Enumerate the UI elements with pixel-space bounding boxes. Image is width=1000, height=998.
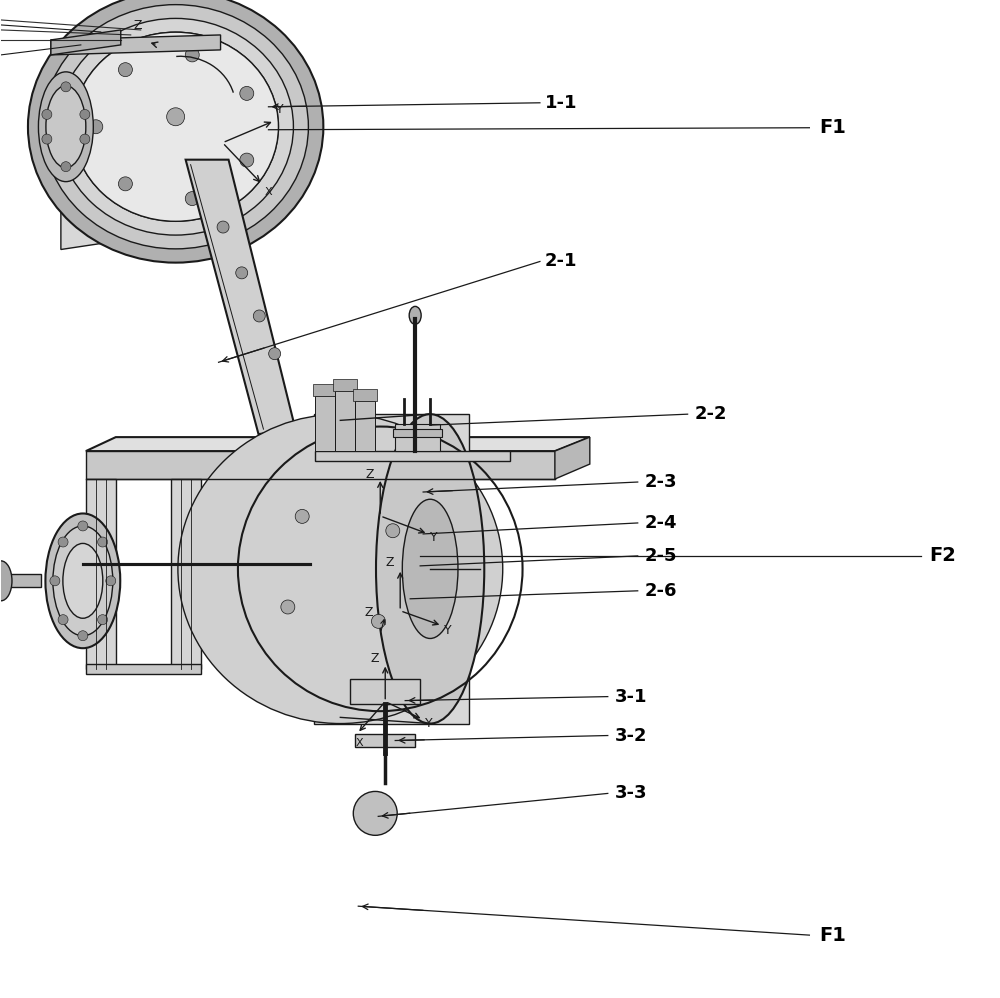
Text: F1: F1 — [819, 118, 846, 138]
Polygon shape — [86, 437, 590, 451]
Ellipse shape — [45, 514, 120, 649]
Circle shape — [236, 266, 248, 278]
Circle shape — [98, 537, 108, 547]
Polygon shape — [315, 451, 510, 461]
Circle shape — [295, 509, 309, 523]
Text: 2-3: 2-3 — [645, 473, 677, 491]
Text: 1-1: 1-1 — [545, 94, 577, 112]
Polygon shape — [171, 479, 201, 669]
Circle shape — [386, 524, 400, 538]
Polygon shape — [335, 391, 355, 451]
Ellipse shape — [376, 414, 484, 724]
Text: Z: Z — [364, 606, 373, 619]
Ellipse shape — [46, 86, 86, 168]
Text: Y: Y — [276, 103, 284, 116]
Polygon shape — [315, 396, 335, 451]
Text: Y: Y — [430, 531, 438, 544]
Circle shape — [106, 576, 116, 586]
Polygon shape — [353, 389, 377, 401]
Text: X: X — [264, 187, 272, 197]
Circle shape — [42, 110, 52, 120]
Polygon shape — [186, 160, 295, 434]
Circle shape — [185, 48, 199, 62]
Circle shape — [253, 310, 265, 322]
Circle shape — [58, 537, 68, 547]
Ellipse shape — [409, 306, 421, 324]
Text: 3-1: 3-1 — [615, 688, 647, 706]
Circle shape — [240, 87, 254, 101]
Text: Z: Z — [370, 652, 379, 665]
Text: Y: Y — [425, 717, 433, 730]
Polygon shape — [51, 35, 221, 55]
Text: 2-1: 2-1 — [545, 252, 577, 270]
Text: 3-2: 3-2 — [615, 727, 647, 745]
Text: Z: Z — [385, 556, 394, 569]
Polygon shape — [313, 384, 337, 396]
Ellipse shape — [38, 72, 93, 182]
Ellipse shape — [402, 499, 458, 639]
Circle shape — [42, 134, 52, 144]
Text: 2-6: 2-6 — [645, 582, 677, 600]
Circle shape — [269, 347, 281, 359]
Polygon shape — [355, 401, 375, 451]
Circle shape — [80, 134, 90, 144]
Circle shape — [78, 521, 88, 531]
Polygon shape — [355, 734, 415, 747]
Polygon shape — [393, 429, 442, 437]
Polygon shape — [395, 424, 440, 451]
Ellipse shape — [58, 18, 293, 236]
Circle shape — [281, 600, 295, 614]
Circle shape — [167, 108, 185, 126]
Polygon shape — [61, 40, 260, 250]
Ellipse shape — [53, 526, 113, 636]
Polygon shape — [51, 30, 121, 55]
Circle shape — [50, 576, 60, 586]
Circle shape — [240, 153, 254, 167]
Circle shape — [118, 177, 132, 191]
Text: X: X — [355, 738, 363, 748]
Polygon shape — [86, 479, 116, 669]
Circle shape — [58, 615, 68, 625]
Circle shape — [371, 615, 385, 629]
Polygon shape — [350, 679, 420, 704]
Ellipse shape — [73, 32, 278, 222]
Ellipse shape — [73, 32, 278, 222]
Polygon shape — [314, 414, 469, 724]
Ellipse shape — [63, 543, 103, 619]
Ellipse shape — [0, 561, 12, 601]
Polygon shape — [86, 451, 555, 479]
Text: 2-5: 2-5 — [645, 547, 677, 565]
Text: 2-4: 2-4 — [645, 514, 677, 532]
Circle shape — [353, 791, 397, 835]
Circle shape — [89, 120, 103, 134]
Circle shape — [118, 63, 132, 77]
Text: F2: F2 — [929, 546, 956, 566]
Text: Z: Z — [134, 19, 142, 32]
Text: F1: F1 — [819, 925, 846, 945]
Ellipse shape — [28, 0, 323, 262]
Text: Z: Z — [365, 468, 374, 481]
Circle shape — [78, 631, 88, 641]
Circle shape — [61, 162, 71, 172]
Circle shape — [185, 192, 199, 206]
Text: 2-2: 2-2 — [695, 405, 727, 423]
Circle shape — [98, 615, 108, 625]
Text: Y: Y — [444, 624, 452, 637]
Polygon shape — [555, 437, 590, 479]
Polygon shape — [1, 574, 41, 587]
Polygon shape — [333, 379, 357, 391]
Circle shape — [217, 222, 229, 234]
Ellipse shape — [178, 414, 503, 724]
Circle shape — [61, 82, 71, 92]
Circle shape — [80, 110, 90, 120]
Text: 3-3: 3-3 — [615, 784, 647, 802]
Ellipse shape — [43, 5, 308, 249]
Polygon shape — [86, 664, 201, 674]
